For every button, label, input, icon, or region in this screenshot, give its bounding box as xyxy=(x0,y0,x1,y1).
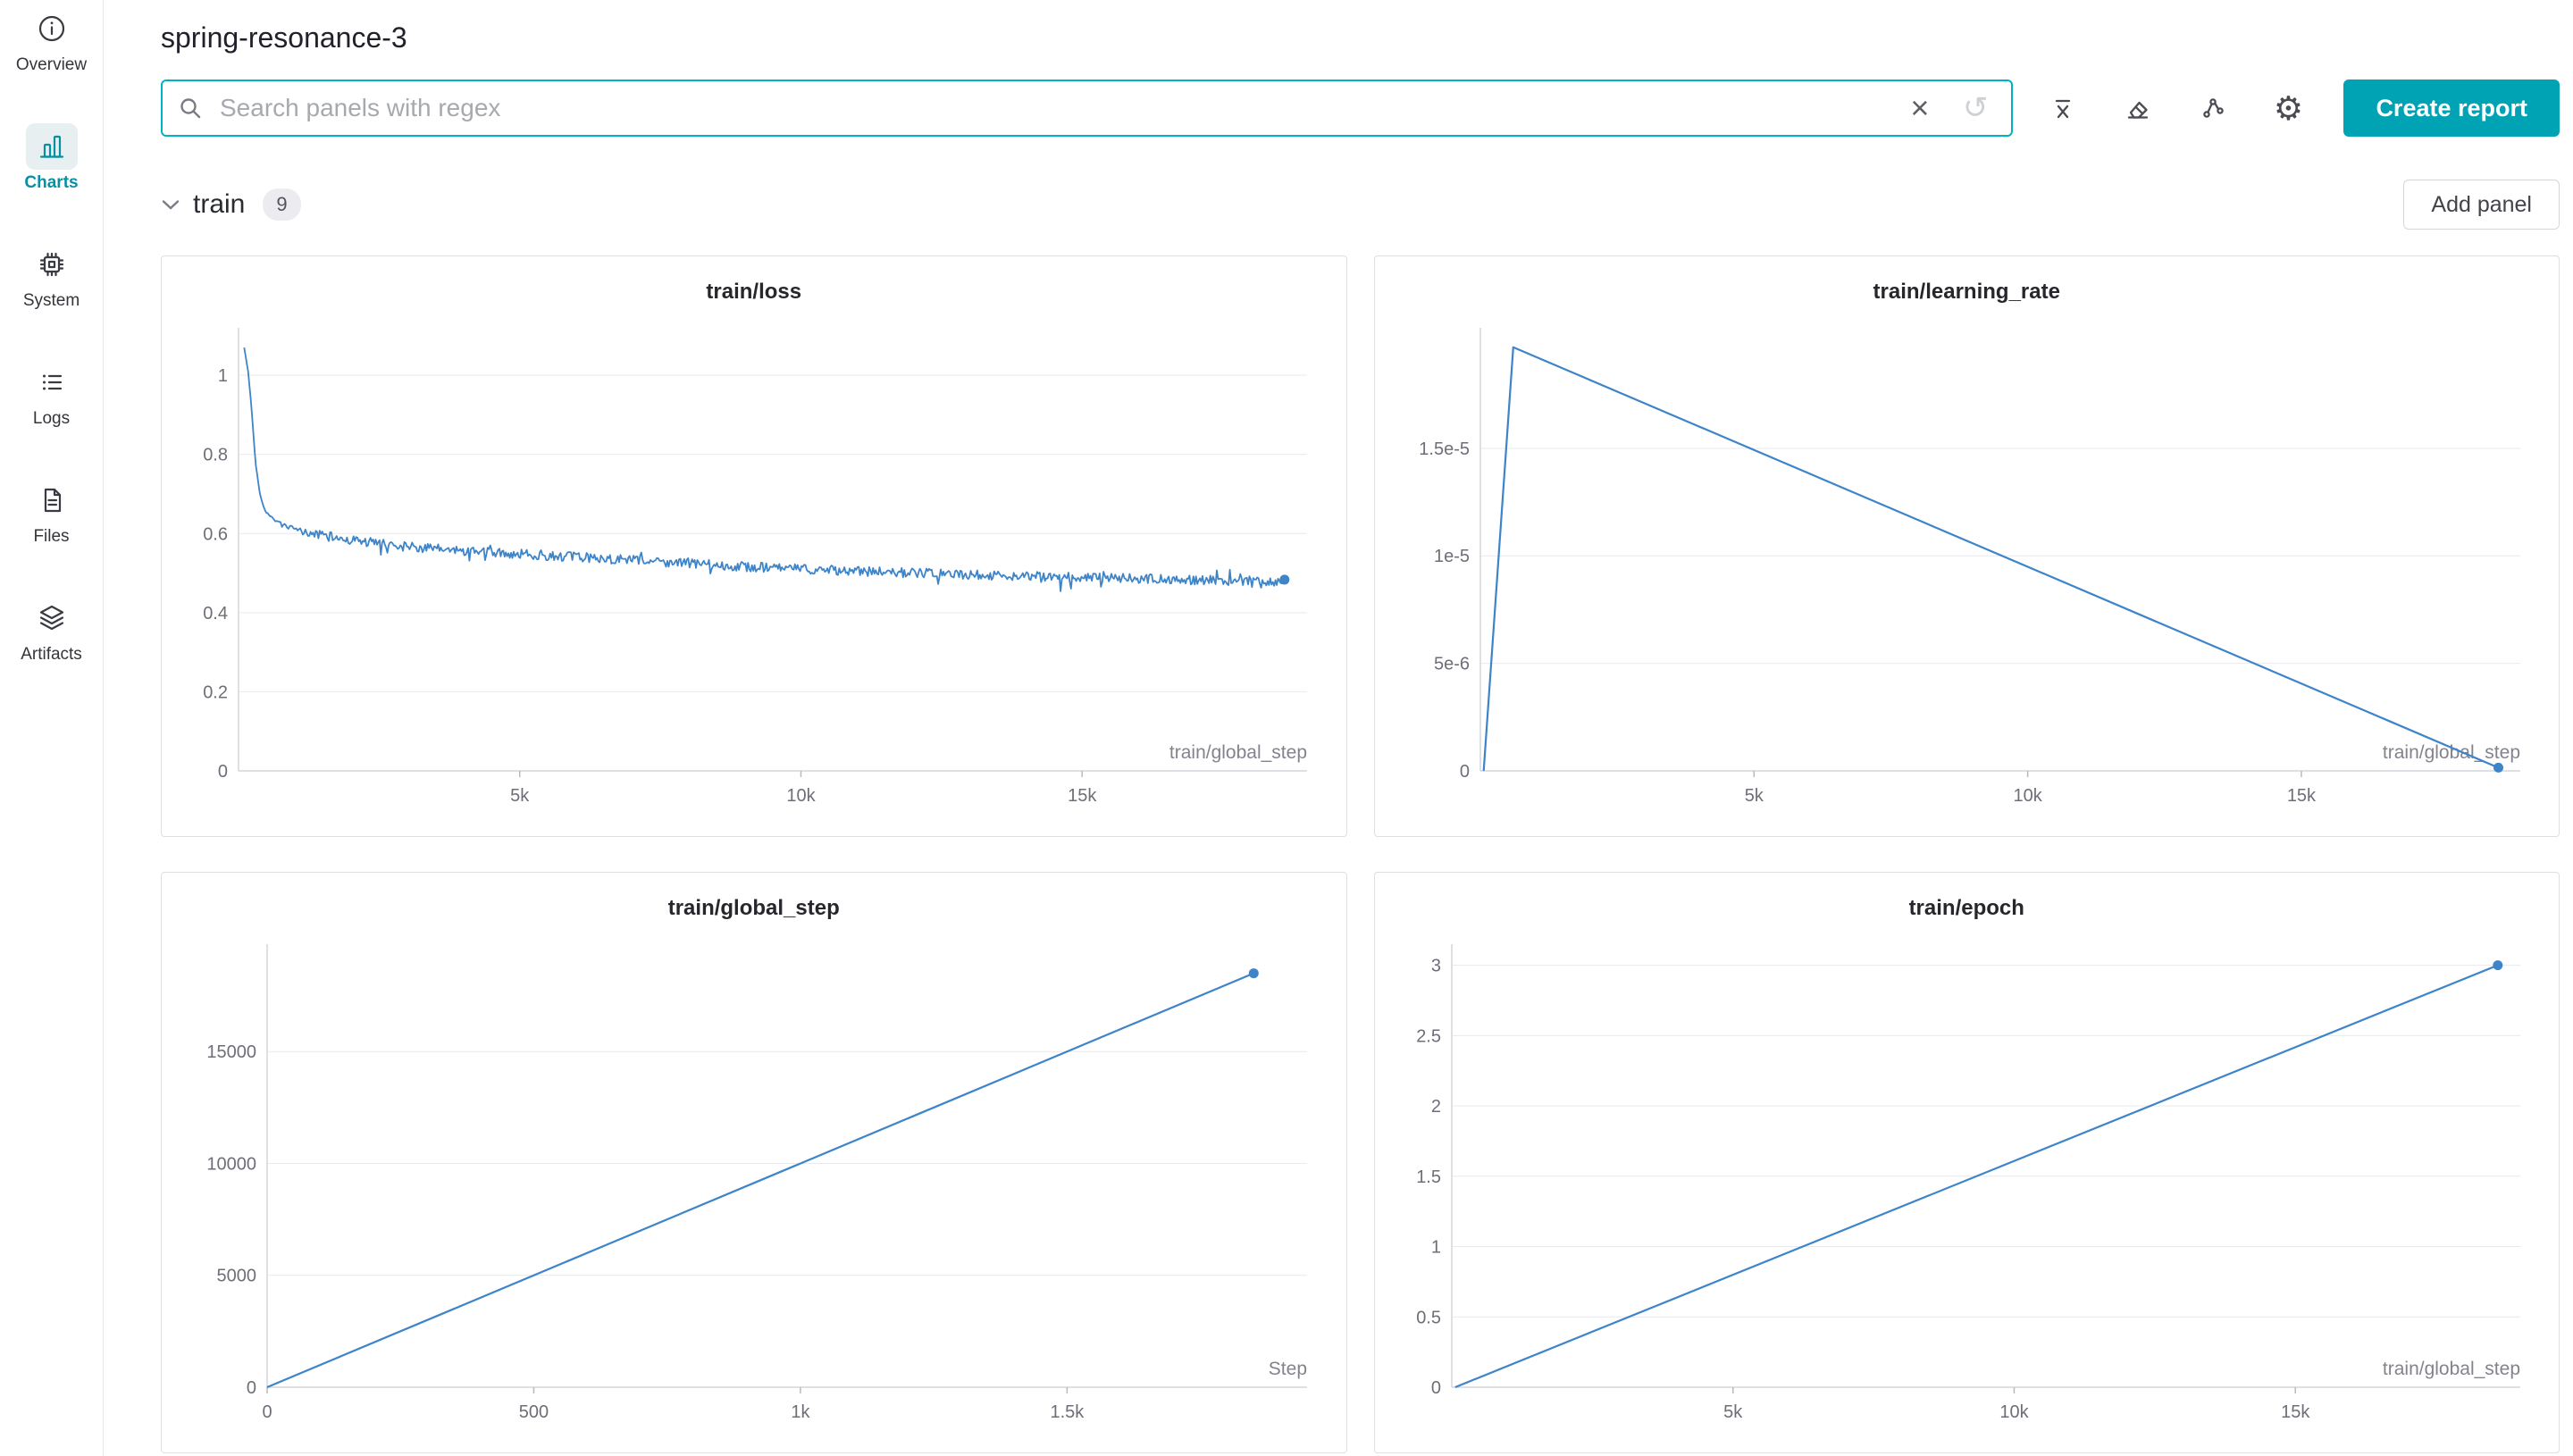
svg-text:0.8: 0.8 xyxy=(203,446,228,465)
svg-text:0: 0 xyxy=(262,1402,272,1422)
svg-text:0: 0 xyxy=(1459,762,1469,782)
panel-train-epoch: train/epoch 0 0.5 1 1.5 2 2.5 3 5k 10k 15k train/g… xyxy=(1373,872,2560,1453)
svg-text:1e-5: 1e-5 xyxy=(1433,547,1469,566)
svg-text:10000: 10000 xyxy=(206,1154,256,1174)
list-icon xyxy=(26,359,78,406)
settings-gear-icon[interactable]: ⚙ xyxy=(2263,83,2313,133)
layers-icon xyxy=(26,595,78,641)
x-axis-icon[interactable] xyxy=(2038,83,2088,133)
clear-search-icon[interactable]: × xyxy=(1910,89,1930,126)
panel-title: train/loss xyxy=(706,280,802,304)
section-header: train 9 Add panel xyxy=(161,178,2560,231)
bar-chart-icon xyxy=(25,123,78,170)
sidebar-item-artifacts[interactable]: Artifacts xyxy=(0,595,103,665)
sidebar-item-label: Overview xyxy=(15,55,88,74)
panel-train-learning-rate: train/learning_rate 0 5e-6 1e-5 1.5e-5 5k 10k… xyxy=(1373,255,2560,837)
panel-grid: train/loss 0 0.2 0.4 0.6 0.8 1 5k 10k 15k train/g… xyxy=(161,255,2560,1453)
run-title: spring-resonance-3 xyxy=(161,21,407,54)
add-panel-button[interactable]: Add panel xyxy=(2403,180,2560,230)
info-icon xyxy=(26,5,78,52)
chart-plot-train-global-step[interactable]: 0 5000 10000 15000 0 500 1k 1.5k Step xyxy=(162,928,1346,1446)
document-icon xyxy=(26,477,78,523)
svg-text:train/global_step: train/global_step xyxy=(2382,742,2519,763)
svg-text:1.5k: 1.5k xyxy=(1050,1402,1085,1422)
svg-text:500: 500 xyxy=(519,1402,549,1422)
svg-text:1: 1 xyxy=(1430,1238,1440,1258)
svg-text:15k: 15k xyxy=(2281,1402,2310,1422)
svg-text:train/global_step: train/global_step xyxy=(1169,742,1307,763)
sidebar-item-overview[interactable]: Overview xyxy=(0,5,103,75)
sidebar-item-label: Logs xyxy=(32,409,71,428)
svg-text:15k: 15k xyxy=(1068,786,1097,806)
svg-text:5k: 5k xyxy=(1744,786,1764,806)
chevron-down-icon[interactable] xyxy=(161,198,180,211)
sidebar: Overview Charts System Logs Files xyxy=(0,0,104,1456)
section-title: train xyxy=(193,189,246,219)
search-bar: × ↺ xyxy=(161,79,2014,137)
create-report-button[interactable]: Create report xyxy=(2343,79,2560,137)
sidebar-item-charts[interactable]: Charts xyxy=(0,123,103,193)
svg-text:15000: 15000 xyxy=(206,1042,256,1062)
svg-text:train/global_step: train/global_step xyxy=(2382,1359,2519,1379)
sidebar-item-label: Artifacts xyxy=(21,645,82,664)
toolbar: × ↺ ⚙ Create report xyxy=(161,79,2560,137)
svg-text:1k: 1k xyxy=(791,1402,810,1422)
svg-text:3: 3 xyxy=(1430,957,1440,976)
node-graph-icon[interactable] xyxy=(2188,83,2238,133)
svg-text:15k: 15k xyxy=(2286,786,2316,806)
svg-text:0.4: 0.4 xyxy=(203,604,228,623)
svg-text:1.5e-5: 1.5e-5 xyxy=(1419,439,1470,459)
chart-plot-train-learning-rate[interactable]: 0 5e-6 1e-5 1.5e-5 5k 10k 15k train/global_step xyxy=(1375,312,2560,830)
svg-text:2: 2 xyxy=(1430,1097,1440,1117)
svg-text:0: 0 xyxy=(1430,1378,1440,1398)
panel-train-loss: train/loss 0 0.2 0.4 0.6 0.8 1 5k 10k 15k train/g… xyxy=(161,255,1347,837)
panel-count-badge: 9 xyxy=(263,188,301,221)
svg-text:5k: 5k xyxy=(1723,1402,1743,1422)
svg-text:0.6: 0.6 xyxy=(203,524,228,544)
svg-text:10k: 10k xyxy=(2013,786,2042,806)
history-icon[interactable]: ↺ xyxy=(1962,91,1989,125)
svg-text:0: 0 xyxy=(218,762,228,782)
svg-text:5k: 5k xyxy=(510,786,530,806)
svg-text:1: 1 xyxy=(218,366,228,386)
sidebar-item-system[interactable]: System xyxy=(0,241,103,311)
chart-plot-train-loss[interactable]: 0 0.2 0.4 0.6 0.8 1 5k 10k 15k train/global_step xyxy=(162,312,1346,830)
sidebar-item-files[interactable]: Files xyxy=(0,477,103,547)
svg-text:0: 0 xyxy=(247,1378,256,1398)
svg-text:5000: 5000 xyxy=(217,1267,257,1286)
chart-plot-train-epoch[interactable]: 0 0.5 1 1.5 2 2.5 3 5k 10k 15k train/global_step xyxy=(1375,928,2560,1446)
search-input[interactable] xyxy=(161,79,2014,137)
panel-title: train/global_step xyxy=(667,896,840,920)
sidebar-item-label: System xyxy=(22,291,80,310)
panel-title: train/learning_rate xyxy=(1873,280,2060,304)
svg-text:5e-6: 5e-6 xyxy=(1433,655,1469,674)
panel-train-global-step: train/global_step 0 5000 10000 15000 0 500 1k 1… xyxy=(161,872,1347,1453)
svg-text:0.2: 0.2 xyxy=(203,682,228,702)
cpu-icon xyxy=(26,241,78,288)
svg-text:10k: 10k xyxy=(786,786,816,806)
sidebar-item-label: Files xyxy=(33,527,70,546)
sidebar-item-logs[interactable]: Logs xyxy=(0,359,103,429)
svg-text:Step: Step xyxy=(1269,1359,1307,1379)
svg-text:10k: 10k xyxy=(1999,1402,2029,1422)
sidebar-item-label: Charts xyxy=(24,173,79,192)
eraser-icon[interactable] xyxy=(2113,83,2163,133)
svg-text:2.5: 2.5 xyxy=(1416,1026,1441,1046)
panel-title: train/epoch xyxy=(1908,896,2024,920)
search-icon xyxy=(177,95,204,121)
main-content: spring-resonance-3 × ↺ ⚙ Create report xyxy=(104,0,2573,1456)
svg-text:0.5: 0.5 xyxy=(1416,1308,1441,1327)
svg-text:1.5: 1.5 xyxy=(1416,1167,1441,1187)
